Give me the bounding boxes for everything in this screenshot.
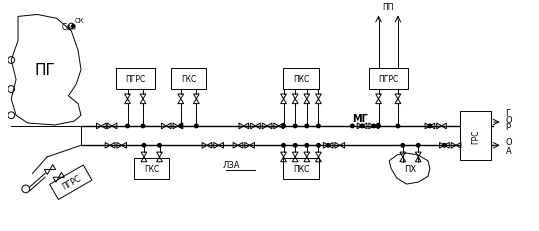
Circle shape <box>126 125 129 128</box>
Circle shape <box>293 125 297 128</box>
Bar <box>460 112 491 160</box>
Circle shape <box>72 26 75 28</box>
Circle shape <box>317 125 320 128</box>
Text: ГРС: ГРС <box>471 129 480 143</box>
Bar <box>171 68 206 90</box>
Bar <box>369 68 407 90</box>
Bar <box>116 68 155 90</box>
Text: ПГ: ПГ <box>35 63 56 78</box>
Circle shape <box>317 144 320 147</box>
Circle shape <box>401 144 404 147</box>
Text: р: р <box>506 121 511 130</box>
Circle shape <box>195 125 198 128</box>
Text: О: О <box>506 115 512 124</box>
Bar <box>282 68 320 90</box>
Circle shape <box>142 144 146 147</box>
Text: ПКС: ПКС <box>293 164 309 173</box>
Text: ЛЗА: ЛЗА <box>223 161 240 170</box>
Bar <box>282 158 320 179</box>
Text: А: А <box>506 146 511 155</box>
Text: ГКС: ГКС <box>144 164 160 173</box>
Text: ПГРС: ПГРС <box>125 75 146 84</box>
Text: ГКС: ГКС <box>181 75 196 84</box>
Circle shape <box>327 144 330 147</box>
Text: Г: Г <box>506 108 510 117</box>
Text: Сеп: Сеп <box>61 22 77 31</box>
Bar <box>134 158 169 179</box>
Text: МГ: МГ <box>353 113 368 124</box>
Circle shape <box>282 125 285 128</box>
Text: ПГРС: ПГРС <box>378 75 398 84</box>
Text: СК: СК <box>74 18 84 24</box>
Circle shape <box>350 125 354 128</box>
Circle shape <box>377 125 381 128</box>
Circle shape <box>141 125 145 128</box>
Circle shape <box>293 144 297 147</box>
Text: ПГРС: ПГРС <box>60 173 82 191</box>
Circle shape <box>282 144 285 147</box>
Circle shape <box>443 144 446 147</box>
Circle shape <box>305 144 308 147</box>
Text: ПКС: ПКС <box>293 75 309 84</box>
Text: ПП: ПП <box>383 3 394 12</box>
Bar <box>50 165 92 200</box>
Text: О: О <box>506 137 512 146</box>
Circle shape <box>158 144 161 147</box>
Circle shape <box>305 125 308 128</box>
Circle shape <box>428 125 432 128</box>
Text: ПХ: ПХ <box>404 164 417 173</box>
Circle shape <box>179 125 183 128</box>
Circle shape <box>372 125 376 128</box>
Circle shape <box>396 125 399 128</box>
Circle shape <box>360 125 364 128</box>
Circle shape <box>417 144 420 147</box>
